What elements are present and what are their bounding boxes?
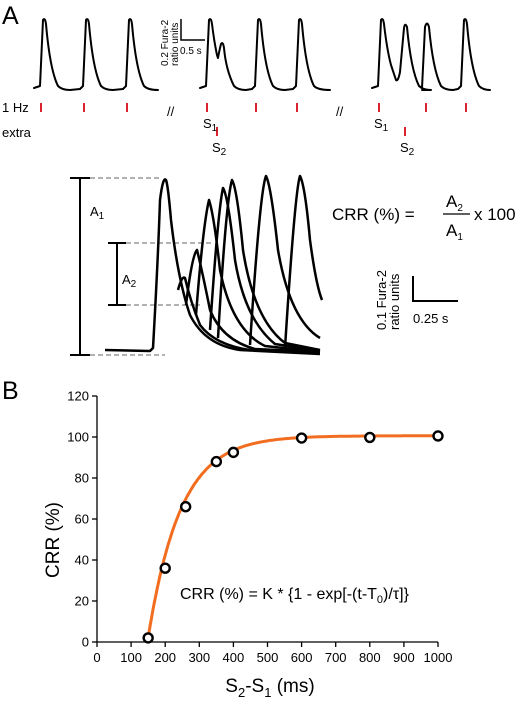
a1-label: A1 xyxy=(90,204,105,222)
x-tick-label: 0 xyxy=(93,650,100,665)
y-tick-label: 60 xyxy=(75,512,89,527)
overlaid-traces xyxy=(104,174,324,356)
scale-bar-bottom: 0.1 Fura-2 ratio units 0.25 s xyxy=(374,270,458,330)
scale-bar-y-label-line1: 0.2 Fura-2 xyxy=(160,19,171,66)
data-point xyxy=(295,432,308,444)
x-tick-label: 300 xyxy=(188,650,210,665)
scale-bar-y-label-line1: 0.1 Fura-2 xyxy=(374,270,389,330)
trace-1hz xyxy=(33,18,159,91)
restitution-chart: 0 20 40 60 80 100 120 0 100 200 300 400 500 600 700 80… xyxy=(67,389,452,666)
x-tick-label: 700 xyxy=(325,650,347,665)
data-point xyxy=(179,501,192,513)
scale-bar-lines xyxy=(180,19,205,41)
crr-equation-denominator: A1 xyxy=(446,221,463,243)
x-axis-title: S2-S1 (ms) xyxy=(225,676,314,700)
s1-label: S1 xyxy=(374,116,389,134)
scale-bar-x-label: 0.5 s xyxy=(180,46,202,57)
data-point xyxy=(142,632,154,644)
scale-bar-top: 0.2 Fura-2 ratio units 0.5 s xyxy=(160,19,205,66)
x-tick-label: 200 xyxy=(154,650,176,665)
exponential-fit-curve xyxy=(146,434,438,643)
data-point xyxy=(159,562,171,574)
calcium-trace-1hz xyxy=(33,18,159,91)
x-tick-label: 800 xyxy=(359,650,381,665)
scale-bar-lines xyxy=(412,276,458,302)
crr-equation-rhs: x 100 xyxy=(474,205,516,224)
s2-transient-260 xyxy=(194,198,321,354)
s1-label: S1 xyxy=(203,116,218,134)
s2-transient-400 xyxy=(216,178,321,352)
x-axis-ticks: 0 100 200 300 400 500 600 700 800 900 1000 xyxy=(93,642,452,665)
x-tick-label: 100 xyxy=(120,650,142,665)
calcium-trace-s2-late xyxy=(371,18,491,91)
crr-equation-numerator: A2 xyxy=(446,192,463,214)
s2-transient-800 xyxy=(283,174,324,349)
x-tick-label: 500 xyxy=(257,650,279,665)
crr-equation: CRR (%) = A2 A1 x 100 xyxy=(332,192,516,243)
x-tick-label: 900 xyxy=(393,650,415,665)
y-tick-label: 120 xyxy=(67,389,89,404)
a2-label: A2 xyxy=(122,272,137,290)
y-tick-label: 20 xyxy=(75,594,89,609)
panel-b-label: B xyxy=(2,377,19,405)
data-point xyxy=(210,455,223,468)
x-tick-label: 1000 xyxy=(424,650,453,665)
trace-s2-late xyxy=(371,18,491,91)
axis-break-symbol: // xyxy=(336,104,344,119)
extra-stimulus-label: extra xyxy=(2,125,32,140)
pacing-label: 1 Hz xyxy=(2,100,29,115)
crr-equation-lhs: CRR (%) = xyxy=(332,205,415,224)
s2-label: S2 xyxy=(400,140,415,158)
y-axis-title: CRR (%) xyxy=(43,502,64,578)
calcium-trace-s2-early xyxy=(199,18,331,91)
y-tick-label: 40 xyxy=(75,553,89,568)
s2-transient-600 xyxy=(248,174,321,346)
y-tick-label: 100 xyxy=(67,430,89,445)
data-point xyxy=(227,446,240,459)
panel-a-label: A xyxy=(2,2,19,30)
scale-bar-y-label-line2: ratio units xyxy=(387,273,402,330)
y-tick-label: 80 xyxy=(75,471,89,486)
scale-bar-y-label-line2: ratio units xyxy=(170,23,181,66)
amplitude-brackets xyxy=(70,177,212,356)
s1-transient xyxy=(104,178,321,356)
x-tick-label: 400 xyxy=(223,650,245,665)
scale-bar-x-label: 0.25 s xyxy=(413,311,449,326)
fit-equation: CRR (%) = K * {1 - exp[-(t-T0)/τ]} xyxy=(180,586,410,606)
s2-label: S2 xyxy=(212,140,227,158)
data-points xyxy=(142,430,444,644)
s2-transient-150 xyxy=(176,276,319,355)
x-tick-label: 600 xyxy=(291,650,313,665)
data-point xyxy=(364,431,376,444)
data-point xyxy=(432,430,444,442)
s2-transient-200 xyxy=(184,248,321,354)
stimulus-markers xyxy=(40,103,467,136)
y-tick-label: 0 xyxy=(82,635,89,650)
trace-s2-early xyxy=(199,18,331,91)
y-axis-ticks: 0 20 40 60 80 100 120 xyxy=(67,389,97,650)
axis-break-symbol: // xyxy=(167,104,175,119)
